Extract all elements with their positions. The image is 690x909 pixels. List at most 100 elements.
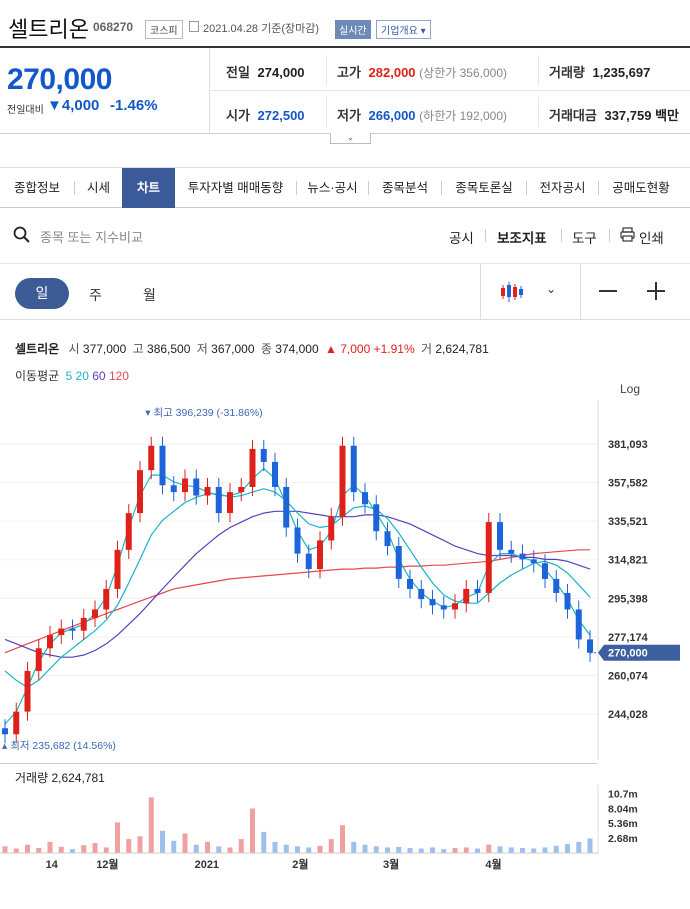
realtime-button[interactable]: 실시간 xyxy=(335,20,371,39)
candle-body xyxy=(407,578,413,589)
disclosure-button[interactable]: 공시 xyxy=(449,231,474,246)
high-annotation: ▾ 최고 396,239 (-31.86%) xyxy=(145,407,262,419)
chart-summary: 셀트리온 시 377,000 고 386,500 저 367,000 종 374… xyxy=(15,340,489,357)
summary-high: 386,500 xyxy=(147,342,191,356)
volume-bar xyxy=(486,844,492,853)
period-bar xyxy=(0,264,690,320)
tab-chart[interactable]: 차트 xyxy=(122,168,175,208)
log-scale-toggle[interactable]: Log xyxy=(620,382,641,396)
indicator-button[interactable]: 보조지표 xyxy=(497,231,547,246)
prev-close-value: 274,000 xyxy=(257,65,305,80)
candle-body xyxy=(159,445,166,486)
current-price-label: 270,000 xyxy=(608,648,648,660)
volume-bar xyxy=(47,841,53,853)
volume-bar xyxy=(565,844,570,853)
corp-info-label: 기업개요 xyxy=(381,26,418,37)
ma5-label: 5 xyxy=(65,369,73,383)
volume-bar xyxy=(193,844,199,853)
candle-body xyxy=(519,553,526,560)
candle-body xyxy=(148,445,155,471)
candle-body xyxy=(35,648,42,671)
candle-body xyxy=(103,588,110,610)
candle-body xyxy=(418,588,425,600)
tab-quote[interactable]: 시세 xyxy=(86,181,110,195)
volume-bar xyxy=(81,845,87,853)
volume-panel xyxy=(0,763,597,855)
low-price: 저가 266,000 (하한가 192,000) xyxy=(337,105,507,124)
high-label: 고가 xyxy=(337,65,361,80)
compare-search-input[interactable]: 종목 또는 지수비교 xyxy=(40,230,143,245)
volume-bar xyxy=(553,845,559,853)
tab-news[interactable]: 뉴스·공시 xyxy=(307,181,358,195)
volume-bar xyxy=(463,847,469,853)
search-icon[interactable] xyxy=(13,226,31,244)
info-divider xyxy=(326,97,327,127)
zoom-in-icon[interactable] xyxy=(647,282,665,300)
y-tick-label: 357,582 xyxy=(608,478,648,490)
volume-bar xyxy=(216,846,222,853)
y-tick-label: 335,521 xyxy=(608,516,648,528)
tab-divider xyxy=(598,181,599,195)
period-month-button[interactable]: 월 xyxy=(143,287,156,303)
tab-discussion[interactable]: 종목토론실 xyxy=(455,181,513,195)
down-triangle-icon: ▼ xyxy=(47,97,62,114)
price-chart[interactable]: 381,093 357,582 335,521 314,821 295,398 277,1… xyxy=(0,400,690,765)
chart-toolbar xyxy=(0,208,690,264)
expand-toggle-button[interactable]: ⌄ xyxy=(330,133,371,144)
volume-bar xyxy=(542,847,548,853)
quote-date: 2021.04.28 기준(장마감) xyxy=(203,23,320,35)
price-box xyxy=(0,48,210,134)
tools-button[interactable]: 도구 xyxy=(572,231,597,246)
volume-bar xyxy=(250,808,255,853)
candle-body xyxy=(463,588,470,604)
period-divider xyxy=(480,264,481,320)
change-value: ▼4,000 xyxy=(47,97,99,114)
x-tick-label: 12월 xyxy=(96,857,118,871)
volume-bar xyxy=(58,846,64,853)
tab-overview[interactable]: 종합정보 xyxy=(13,181,60,195)
volume-bar xyxy=(126,839,132,853)
volume-bar xyxy=(317,845,323,853)
tab-disclosure[interactable]: 전자공시 xyxy=(539,181,586,195)
tab-short-selling[interactable]: 공매도현황 xyxy=(612,181,670,195)
volume-bar xyxy=(115,822,120,853)
candle-body xyxy=(80,617,87,631)
trade-amount: 거래대금 337,759 백만 xyxy=(549,105,679,124)
ma20-line xyxy=(4,488,591,689)
period-week-button[interactable]: 주 xyxy=(89,287,102,303)
volume-bar xyxy=(587,838,593,853)
chart-type-chevron-icon[interactable]: ⌄ xyxy=(546,282,557,296)
summary-close-key: 종 xyxy=(260,342,272,356)
candle-body xyxy=(13,711,20,735)
volume-bar xyxy=(92,842,98,853)
candlestick-icon[interactable] xyxy=(500,280,526,304)
open-value: 272,500 xyxy=(257,108,305,123)
tab-analysis[interactable]: 종목분석 xyxy=(381,181,428,195)
candle-body xyxy=(485,522,492,593)
zoom-out-icon[interactable] xyxy=(599,290,617,292)
volume-bar xyxy=(576,841,582,853)
volume-bar xyxy=(283,844,289,853)
stock-name: 셀트리온 xyxy=(8,17,89,42)
volume-bar xyxy=(497,846,503,853)
info-row-divider xyxy=(210,90,690,91)
summary-open: 377,000 xyxy=(82,342,127,356)
candle-body xyxy=(508,549,515,554)
summary-low: 367,000 xyxy=(211,342,255,356)
ma120-label: 120 xyxy=(108,369,129,383)
current-price-tag xyxy=(598,644,680,661)
candle-body xyxy=(193,478,200,496)
volume-bar xyxy=(441,849,447,853)
tab-investor[interactable]: 투자자별 매매동향 xyxy=(187,181,284,195)
candle-body xyxy=(395,546,402,579)
print-button[interactable]: 인쇄 xyxy=(639,231,664,246)
prev-close: 전일 274,000 xyxy=(226,62,305,81)
summary-vol: 2,624,781 xyxy=(435,342,489,356)
printer-icon[interactable] xyxy=(620,227,635,242)
volume-chart[interactable]: 10.7m 8.04m 5.36m 2.68m 14 12월 2021 2월 3월 4월 xyxy=(0,785,690,875)
candle-body xyxy=(249,448,256,487)
info-divider xyxy=(538,55,539,85)
candle-body xyxy=(170,485,177,493)
period-day-button[interactable]: 일 xyxy=(15,278,69,309)
corp-info-dropdown[interactable]: 기업개요 ▾ xyxy=(376,20,431,39)
